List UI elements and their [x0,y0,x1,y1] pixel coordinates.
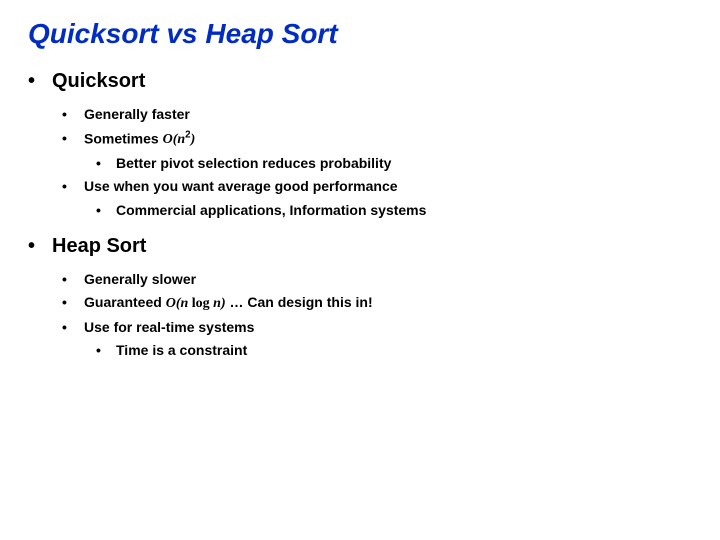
n-close: n) [213,296,225,311]
qs-usage-sub: Commercial applications, Information sys… [84,201,692,221]
qs-point-complexity: Sometimes O(n2) Better pivot selection r… [62,129,692,174]
section-heading: Heap Sort [52,235,146,257]
o-n: O(n [163,132,186,147]
heapsort-points: Generally slower Guaranteed O(n log n) …… [52,270,692,361]
text: Guaranteed [84,294,166,310]
bullet-list: Quicksort Generally faster Sometimes O(n… [28,68,692,361]
hs-point-slower: Generally slower [62,270,692,290]
qs-point-usage: Use when you want average good performan… [62,177,692,220]
slide-root: Quicksort vs Heap Sort Quicksort General… [0,0,720,540]
text: Use for [84,319,136,335]
big-o: O(n log n) [166,296,226,311]
section-heading: Quicksort [52,70,145,92]
close-paren: ) [191,132,196,147]
text: … Can design this in! [226,294,373,310]
text: Sometimes [84,130,163,146]
qs-point-faster: Generally faster [62,105,692,125]
log: log [192,296,213,311]
hs-point-complexity: Guaranteed O(n log n) … Can design this … [62,293,692,314]
section-heapsort: Heap Sort Generally slower Guaranteed O(… [28,233,692,361]
section-quicksort: Quicksort Generally faster Sometimes O(n… [28,68,692,221]
hs-point-usage: Use for real-time systems Time is a cons… [62,318,692,361]
qs-pivot-note: Better pivot selection reduces probabili… [96,154,692,174]
text: Use when you want average good performan… [84,178,398,194]
emph: real-time systems [136,319,254,335]
qs-usage-examples: Commercial applications, Information sys… [96,201,692,221]
qs-complexity-sub: Better pivot selection reduces probabili… [84,154,692,174]
big-o: O(n2) [163,132,196,147]
hs-constraint-note: Time is a constraint [96,341,692,361]
slide-title: Quicksort vs Heap Sort [28,18,692,50]
hs-usage-sub: Time is a constraint [84,341,692,361]
quicksort-points: Generally faster Sometimes O(n2) Better … [52,105,692,221]
o-n: O(n [166,296,192,311]
